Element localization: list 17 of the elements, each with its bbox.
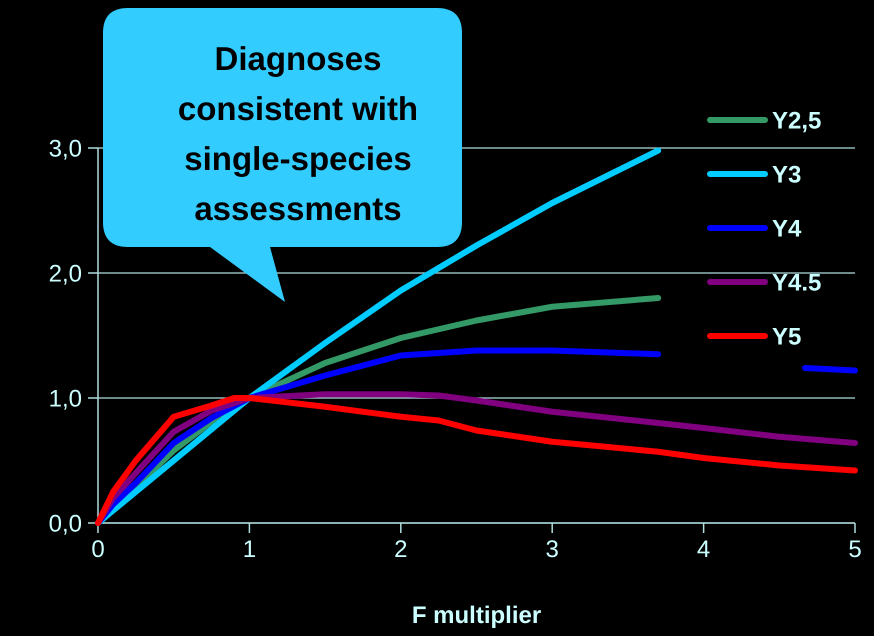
x-tick-label: 3 (546, 536, 559, 563)
legend-label: Y5 (772, 323, 802, 350)
legend-label: Y3 (772, 161, 802, 188)
y-tick-label: 3,0 (48, 135, 82, 162)
x-tick-label: 0 (91, 536, 105, 563)
x-tick-label: 5 (848, 536, 862, 563)
y-tick-label: 2,0 (48, 260, 82, 288)
x-tick-label: 2 (394, 536, 408, 563)
x-tick-label: 4 (696, 536, 710, 563)
legend-label: Y4 (772, 215, 802, 242)
legend-label: Y2,5 (772, 107, 822, 134)
x-axis-title: F multiplier (412, 602, 542, 629)
y-tick-label: 1,0 (48, 385, 82, 412)
y-tick-label: 0,0 (48, 510, 82, 538)
annotation: Diagnoses consistent with single-species assessments (178, 40, 418, 227)
legend-label: Y4.5 (772, 269, 822, 296)
x-tick-label: 1 (242, 536, 256, 563)
